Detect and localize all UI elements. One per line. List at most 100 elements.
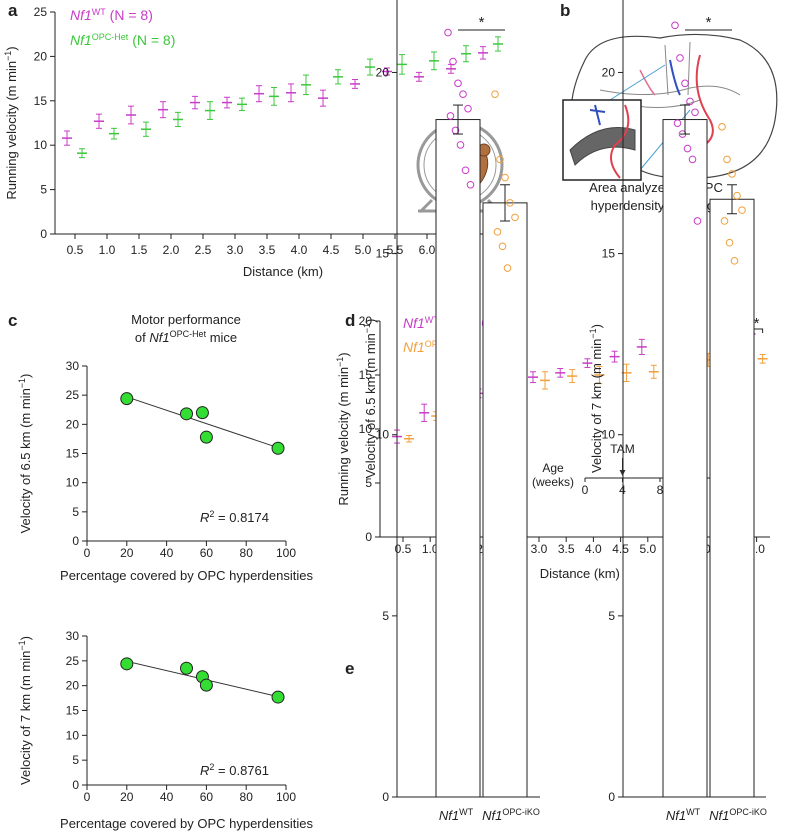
point [738,206,746,214]
legend-entry-part: (N = 8) [106,7,153,23]
y-axis-label-part: Running velocity (m min [336,367,351,506]
x-tick-label: 60 [200,546,214,560]
point [720,217,729,225]
x-axis-label: Distance (km) [540,566,620,581]
point [723,155,731,164]
x-tick-label: 4.5 [612,542,629,556]
point [718,122,726,131]
y-tick-label: 5 [382,609,389,623]
point [120,657,134,671]
chart-title: Motor performance [131,312,241,327]
y-tick-label: 10 [34,138,48,152]
point [466,180,475,189]
legend-entry-part: OPC-Het [92,32,129,42]
y-tick-label: 5 [365,476,372,490]
point [491,90,499,98]
y-axis-label: Running velocity (m min−1) [335,352,351,505]
x-tick-label: 5.0 [355,243,372,257]
bar [482,202,528,798]
y-tick-label: 10 [66,728,80,742]
x-tick-label: 40 [160,790,174,804]
r-squared-part: 2 [209,762,214,772]
y-axis-label-part: ) [18,636,33,640]
x-tick-label: 6.0 [419,243,436,257]
x-tick-label: 5.5 [387,243,404,257]
x-tick-label: 4.0 [585,542,602,556]
y-axis-label-part: ) [4,46,19,50]
y-axis-label-part: −1 [588,328,598,338]
x-tick-label: 2.5 [195,243,212,257]
bar [709,198,755,798]
point [725,238,734,247]
y-tick-label: 25 [66,654,80,668]
x-tick-label: 40 [160,546,174,560]
x-tick-label: 0.5 [395,542,412,556]
y-axis-label-part: Velocity of 7 km (m min [589,339,604,473]
chart-title-part: Nf1 [149,330,169,345]
legend-entry-part: (N = 8) [128,32,175,48]
y-tick-label: 20 [359,314,373,328]
y-tick-label: 25 [34,5,48,19]
x-tick-label: 3.0 [227,243,244,257]
y-axis-label: Velocity of 6.5 km (m min−1) [17,374,33,534]
chart-title: of Nf1OPC-Het mice [135,329,237,345]
x-tick-label: 100 [276,790,296,804]
y-axis-label: Velocity of 7 km (m min−1) [17,636,33,785]
r-squared-part: R [200,510,209,525]
x-tick-label: Nf1OPC-iKO [482,807,540,823]
y-tick-label: 0 [40,227,47,241]
point [464,104,472,113]
legend-entry: Nf1WT (N = 8) [70,7,153,23]
x-tick-label: 0.5 [67,243,84,257]
x-tick-label: 60 [200,790,214,804]
x-tick-label: Nf1OPC-iKO [709,807,767,823]
x-tick-label: 2.0 [163,243,180,257]
bar [435,119,481,798]
x-tick-label: 4.0 [291,243,308,257]
y-axis-label-part: ) [589,324,604,328]
legend-entry-part: WT [425,315,439,325]
y-axis-label-part: ) [363,319,378,323]
x-tick-label-part: WT [459,807,473,817]
y-tick-label: 30 [66,629,80,643]
y-axis-label: Running velocity (m min−1) [3,46,19,199]
y-axis-label-part: Velocity of 7 km (m min [18,651,33,785]
y-tick-label: 5 [40,183,47,197]
chart-title-part: OPC-Het [170,329,207,339]
point [461,166,470,175]
r-squared-part: R [200,763,209,778]
y-tick-label: 5 [608,609,615,623]
point [676,54,684,62]
y-tick-label: 0 [72,778,79,792]
y-tick-label: 15 [376,247,390,261]
x-tick-label: 5.0 [639,542,656,556]
r-squared: R2 = 0.8761 [200,762,269,778]
y-axis-label-part: −1 [17,378,27,388]
y-tick-label: 0 [608,790,615,804]
legend-entry-part: Nf1 [70,32,92,48]
y-tick-label: 5 [72,505,79,519]
point [180,661,193,675]
x-tick-label-part: WT [686,807,700,817]
y-tick-label: 20 [66,417,80,431]
x-tick-label: 3.0 [531,542,548,556]
x-tick-label: 1.0 [99,243,116,257]
x-tick-label: Nf1WT [666,807,701,823]
legend-entry-part: WT [92,7,106,17]
panel-label: b [560,1,570,20]
point [493,228,502,236]
y-tick-label: 0 [365,530,372,544]
r-squared-part: = 0.8174 [214,510,269,525]
significance-label: * [754,315,760,332]
point [681,79,689,88]
x-tick-label: 4.5 [323,243,340,257]
inset-label: Age [542,461,564,475]
x-tick-label: Nf1WT [439,807,474,823]
point [496,155,504,164]
chart-title-part: of [135,330,149,345]
point [730,257,739,265]
y-tick-label: 25 [66,388,80,402]
point [456,141,465,149]
inset-label: (weeks) [532,475,574,489]
x-tick-label-part: Nf1 [709,808,729,823]
